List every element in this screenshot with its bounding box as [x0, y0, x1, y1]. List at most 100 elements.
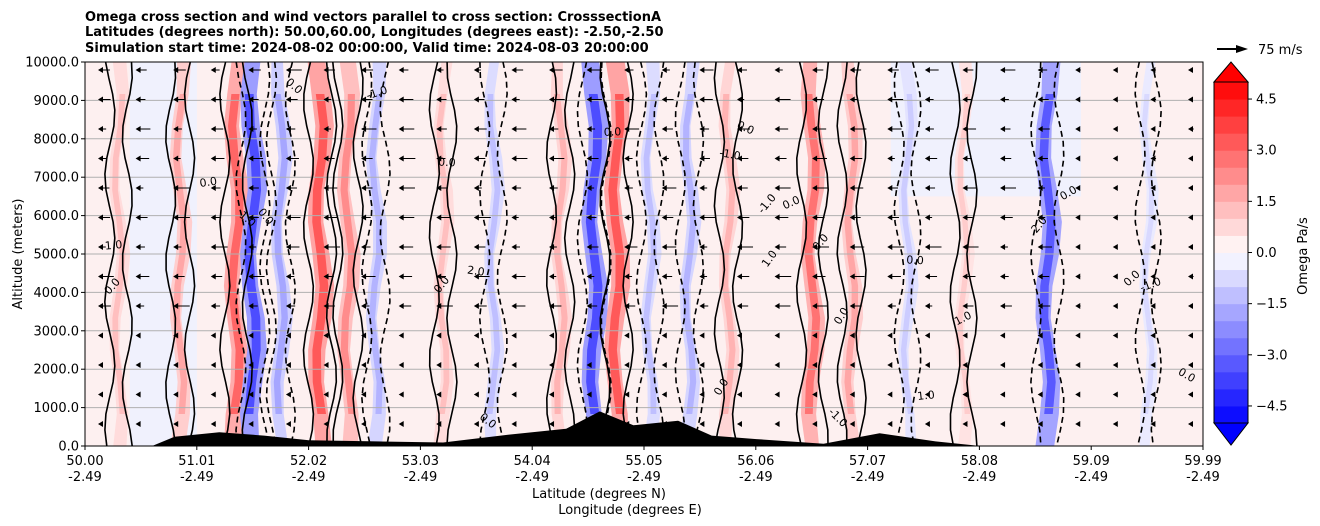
wind-vector-head — [586, 96, 592, 103]
wind-vector-head — [887, 391, 893, 398]
wind-vector-head — [285, 391, 291, 398]
colorbar-level — [1214, 252, 1248, 271]
contour-line — [1030, 61, 1042, 447]
wind-vector-head — [1037, 155, 1043, 162]
wind-vector-head — [887, 185, 893, 191]
wind-vector-head — [98, 126, 103, 132]
y-tick-label: 0.0 — [58, 440, 79, 455]
wind-vector-head — [285, 273, 291, 280]
wind-vector-head — [924, 214, 930, 221]
wind-vector-head — [849, 332, 855, 339]
y-tick-label: 8000.0 — [34, 132, 80, 147]
wind-vector-head — [1000, 214, 1006, 221]
wind-vector-head — [736, 391, 742, 398]
contour-line — [428, 61, 441, 447]
x-tick-label-lat: 51.01 — [178, 454, 215, 469]
wind-vector-head — [661, 67, 667, 73]
wind-vector-head — [549, 391, 555, 398]
colorbar-ticks: 4.5 3.0 1.5 0.0 −1.5 −3.0 −4.5 — [1248, 93, 1288, 414]
wind-vector-head — [736, 185, 742, 191]
wind-vector-head — [98, 96, 103, 103]
contour-label: 2.0 — [466, 264, 485, 279]
wind-vector-head — [661, 332, 667, 339]
contour-line — [563, 61, 576, 447]
y-tick-label: 10000.0 — [25, 56, 79, 71]
contour-line — [1134, 61, 1146, 447]
wind-vector-head — [849, 214, 855, 221]
x-tick-label-lon: -2.49 — [1186, 470, 1220, 485]
chart-title-line-3: Simulation start time: 2024-08-02 00:00:… — [85, 41, 649, 56]
wind-vector-head — [1112, 185, 1118, 191]
wind-vector-head — [1188, 126, 1193, 132]
wind-vector-head — [361, 362, 367, 368]
wind-vector-head — [511, 273, 517, 280]
wind-vector-head — [699, 362, 705, 368]
wind-vector-head — [511, 391, 517, 398]
wind-vector-head — [736, 67, 742, 73]
wind-vector-head — [887, 362, 893, 368]
wind-vector-head — [1075, 155, 1081, 162]
wind-vector-head — [849, 273, 855, 280]
x-axis-ticks: 50.00-2.4951.01-2.4952.02-2.4953.03-2.49… — [66, 446, 1222, 485]
wind-vector-head — [774, 303, 780, 309]
wind-vector-head — [210, 67, 216, 73]
wind-vector-head — [1037, 244, 1043, 250]
wind-vector-head — [849, 155, 855, 162]
wind-vector-head — [135, 332, 141, 339]
wind-vector-head — [549, 185, 555, 191]
wind-vector-head — [210, 362, 216, 368]
wind-vector-head — [661, 244, 667, 250]
contour-line — [545, 61, 558, 447]
wind-vector-head — [98, 185, 103, 191]
y-axis-ticks: 0.0 1000.0 2000.0 3000.0 4000.0 5000.0 6000.0 7… — [25, 56, 85, 455]
contour-line — [352, 61, 364, 447]
x-tick-label-lon: -2.49 — [515, 470, 549, 485]
wind-vector-head — [98, 155, 103, 162]
wind-vector-head — [962, 155, 968, 162]
y-tick-label: 1000.0 — [34, 401, 80, 416]
wind-vector-head — [1037, 126, 1043, 132]
wind-vector-head — [774, 244, 780, 250]
wind-vector-head — [248, 244, 254, 250]
contour-line — [183, 61, 196, 447]
wind-vector-head — [473, 67, 479, 73]
wind-vector-head — [1112, 332, 1118, 339]
wind-vector-head — [1075, 185, 1081, 191]
wind-vector-head — [586, 273, 592, 280]
contour-line — [600, 61, 612, 447]
wind-vector-head — [586, 303, 592, 309]
wind-vector-head — [624, 273, 630, 280]
wind-vector-head — [774, 332, 780, 339]
wind-vector-head — [924, 332, 930, 339]
x-tick-label-lon: -2.49 — [68, 470, 102, 485]
wind-vector-head — [699, 303, 705, 309]
wind-vector-head — [1188, 244, 1193, 250]
y-tick-label: 4000.0 — [34, 286, 80, 301]
plot-area: 1.00.0-1.02.01.00.0-1.00.01.02.00.0-1.00… — [84, 61, 1204, 447]
x-tick-label-lat: 50.00 — [66, 454, 103, 469]
wind-vector-head — [1000, 96, 1006, 103]
wind-vector-head — [661, 126, 667, 132]
wind-vector-head — [436, 362, 442, 368]
contour-line — [265, 61, 278, 447]
contour-line — [692, 61, 705, 447]
wind-vector-head — [962, 332, 968, 339]
wind-vector-head — [774, 362, 780, 368]
wind-vector-head — [661, 273, 667, 280]
contour-label: 1.0 — [104, 238, 123, 252]
wind-vector-head — [849, 244, 855, 250]
wind-vector-head — [361, 303, 367, 309]
wind-vector-head — [473, 362, 479, 368]
x-tick-label-lat: 57.07 — [849, 454, 886, 469]
wind-vector-head — [1037, 362, 1043, 368]
wind-vector-head — [661, 214, 667, 221]
colorbar-level — [1214, 286, 1248, 305]
wind-vector-head — [398, 244, 404, 250]
wind-vector-head — [285, 126, 291, 132]
wind-vector-head — [248, 303, 254, 309]
wind-vector-head — [887, 126, 893, 132]
wind-vector-head — [624, 126, 630, 132]
wind-vector-head — [1075, 244, 1081, 250]
wind-vector-head — [661, 96, 667, 103]
contour-line — [1150, 61, 1163, 447]
